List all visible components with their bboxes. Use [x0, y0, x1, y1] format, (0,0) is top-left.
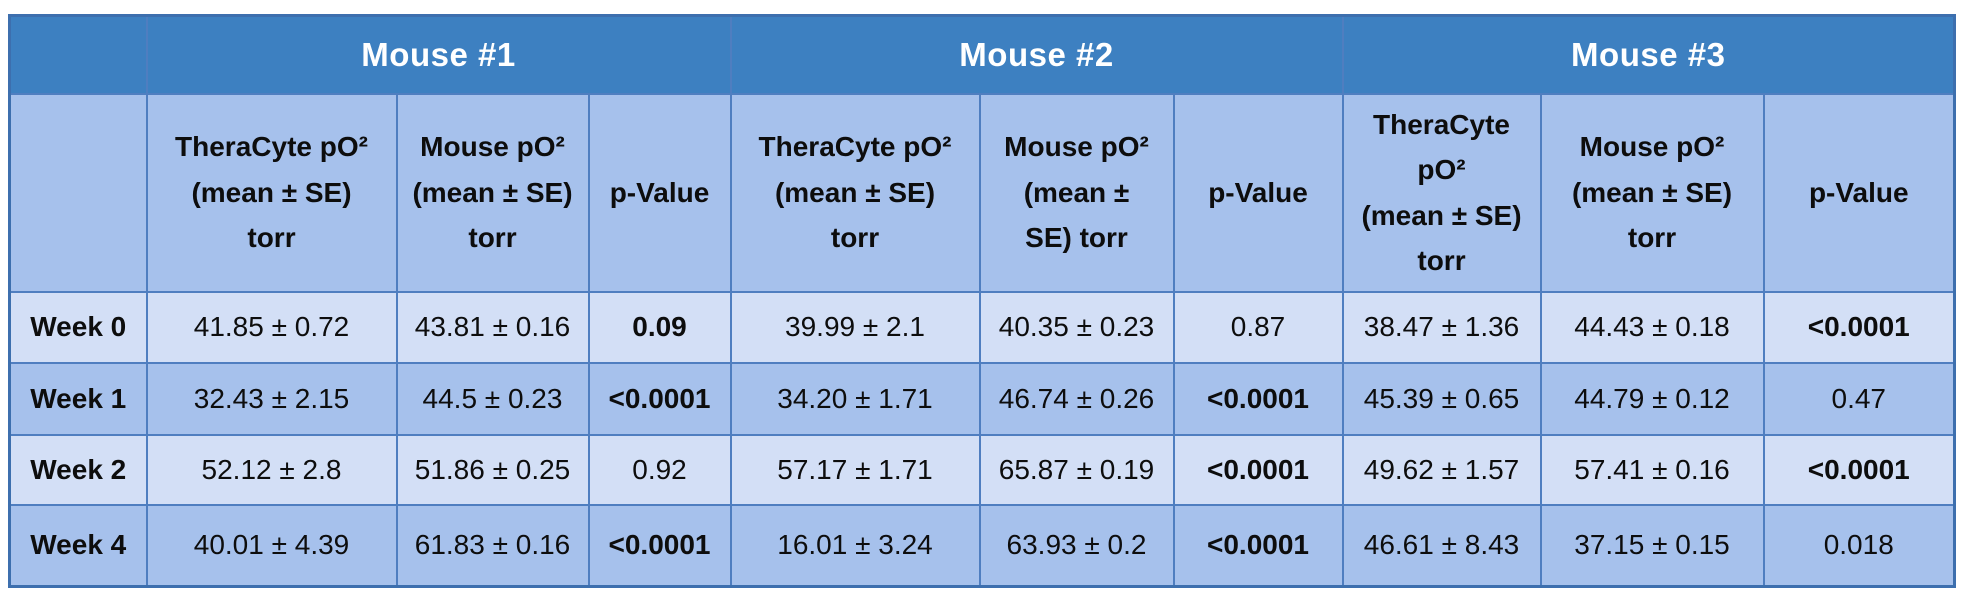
group-header-mouse-2: Mouse #2 — [729, 14, 1344, 95]
cell-w2-m1-theracyte: 52.12 ± 2.8 — [145, 433, 398, 506]
cell-w4-m2-theracyte: 16.01 ± 3.24 — [729, 503, 981, 588]
column-header-row: TheraCyte pO² (mean ± SE) torr Mouse pO²… — [8, 92, 1956, 293]
cell-w1-m3-mouse: 44.79 ± 0.12 — [1539, 361, 1765, 436]
group-header-row: Mouse #1 Mouse #2 Mouse #3 — [8, 14, 1956, 95]
cell-w1-m3-pvalue: 0.47 — [1762, 361, 1956, 436]
cell-w2-m2-theracyte: 57.17 ± 1.71 — [729, 433, 981, 506]
table-row-week-1: Week 1 32.43 ± 2.15 44.5 ± 0.23 <0.0001 … — [8, 361, 1956, 436]
col-header-m3-mouse-po2: Mouse pO² (mean ± SE) torr — [1539, 92, 1765, 293]
col-header-m2-p-value: p-Value — [1172, 92, 1344, 293]
group-header-mouse-3: Mouse #3 — [1341, 14, 1956, 95]
cell-w2-m1-mouse: 51.86 ± 0.25 — [395, 433, 590, 506]
po2-measurements-table-wrapper: Mouse #1 Mouse #2 Mouse #3 TheraCyte pO²… — [8, 14, 1956, 588]
cell-w4-m1-theracyte: 40.01 ± 4.39 — [145, 503, 398, 588]
cell-w2-m1-pvalue: 0.92 — [587, 433, 732, 506]
table-row-week-4: Week 4 40.01 ± 4.39 61.83 ± 0.16 <0.0001… — [8, 503, 1956, 588]
cell-w1-m2-pvalue: <0.0001 — [1172, 361, 1344, 436]
cell-w1-m3-theracyte: 45.39 ± 0.65 — [1341, 361, 1542, 436]
row-label-week-2: Week 2 — [8, 433, 148, 506]
col-header-m3-theracyte-po2: TheraCyte pO² (mean ± SE) torr — [1341, 92, 1542, 293]
cell-w4-m2-mouse: 63.93 ± 0.2 — [978, 503, 1175, 588]
col-header-m1-mouse-po2: Mouse pO² (mean ± SE) torr — [395, 92, 590, 293]
cell-w0-m2-mouse: 40.35 ± 0.23 — [978, 290, 1175, 364]
cell-w0-m1-pvalue: 0.09 — [587, 290, 732, 364]
cell-w0-m1-theracyte: 41.85 ± 0.72 — [145, 290, 398, 364]
col-header-m1-theracyte-po2: TheraCyte pO² (mean ± SE) torr — [145, 92, 398, 293]
cell-w0-m2-pvalue: 0.87 — [1172, 290, 1344, 364]
cell-w2-m3-pvalue: <0.0001 — [1762, 433, 1956, 506]
cell-w4-m2-pvalue: <0.0001 — [1172, 503, 1344, 588]
group-header-mouse-1: Mouse #1 — [145, 14, 732, 95]
row-label-week-0: Week 0 — [8, 290, 148, 364]
table-row-week-0: Week 0 41.85 ± 0.72 43.81 ± 0.16 0.09 39… — [8, 290, 1956, 364]
corner-cell-sub — [8, 92, 148, 293]
cell-w1-m1-mouse: 44.5 ± 0.23 — [395, 361, 590, 436]
cell-w2-m2-pvalue: <0.0001 — [1172, 433, 1344, 506]
cell-w0-m3-theracyte: 38.47 ± 1.36 — [1341, 290, 1542, 364]
cell-w2-m3-mouse: 57.41 ± 0.16 — [1539, 433, 1765, 506]
corner-cell-top — [8, 14, 148, 95]
col-header-m2-theracyte-po2: TheraCyte pO² (mean ± SE) torr — [729, 92, 981, 293]
cell-w1-m1-theracyte: 32.43 ± 2.15 — [145, 361, 398, 436]
cell-w0-m3-pvalue: <0.0001 — [1762, 290, 1956, 364]
cell-w1-m1-pvalue: <0.0001 — [587, 361, 732, 436]
cell-w4-m3-theracyte: 46.61 ± 8.43 — [1341, 503, 1542, 588]
cell-w1-m2-mouse: 46.74 ± 0.26 — [978, 361, 1175, 436]
cell-w4-m3-pvalue: 0.018 — [1762, 503, 1956, 588]
col-header-m2-mouse-po2: Mouse pO² (mean ± SE) torr — [978, 92, 1175, 293]
row-label-week-1: Week 1 — [8, 361, 148, 436]
cell-w4-m1-pvalue: <0.0001 — [587, 503, 732, 588]
cell-w4-m3-mouse: 37.15 ± 0.15 — [1539, 503, 1765, 588]
cell-w0-m3-mouse: 44.43 ± 0.18 — [1539, 290, 1765, 364]
cell-w4-m1-mouse: 61.83 ± 0.16 — [395, 503, 590, 588]
cell-w2-m2-mouse: 65.87 ± 0.19 — [978, 433, 1175, 506]
table-row-week-2: Week 2 52.12 ± 2.8 51.86 ± 0.25 0.92 57.… — [8, 433, 1956, 506]
cell-w0-m1-mouse: 43.81 ± 0.16 — [395, 290, 590, 364]
cell-w2-m3-theracyte: 49.62 ± 1.57 — [1341, 433, 1542, 506]
col-header-m1-p-value: p-Value — [587, 92, 732, 293]
col-header-m3-p-value: p-Value — [1762, 92, 1956, 293]
cell-w1-m2-theracyte: 34.20 ± 1.71 — [729, 361, 981, 436]
row-label-week-4: Week 4 — [8, 503, 148, 588]
po2-measurements-table: Mouse #1 Mouse #2 Mouse #3 TheraCyte pO²… — [8, 14, 1956, 588]
cell-w0-m2-theracyte: 39.99 ± 2.1 — [729, 290, 981, 364]
